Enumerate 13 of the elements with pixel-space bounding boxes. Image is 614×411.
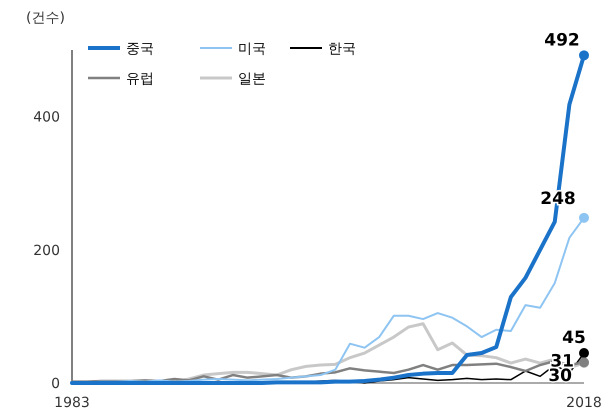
legend-label: 중국 xyxy=(126,41,154,57)
legend-label: 일본 xyxy=(238,71,266,87)
legend-label: 유럽 xyxy=(126,71,154,87)
y-tick-label: 200 xyxy=(33,242,60,259)
y-tick-label: 400 xyxy=(33,110,60,126)
legend-label: 한국 xyxy=(328,41,356,57)
x-tick-label: 1983 xyxy=(54,395,90,411)
y-axis-title: (건수) xyxy=(26,10,65,26)
legend-label: 미국 xyxy=(238,41,266,57)
data-label: 492 xyxy=(544,30,580,50)
y-tick-label: 0 xyxy=(51,376,60,392)
data-label: 45 xyxy=(562,328,586,348)
x-tick-label: 2018 xyxy=(566,395,602,411)
